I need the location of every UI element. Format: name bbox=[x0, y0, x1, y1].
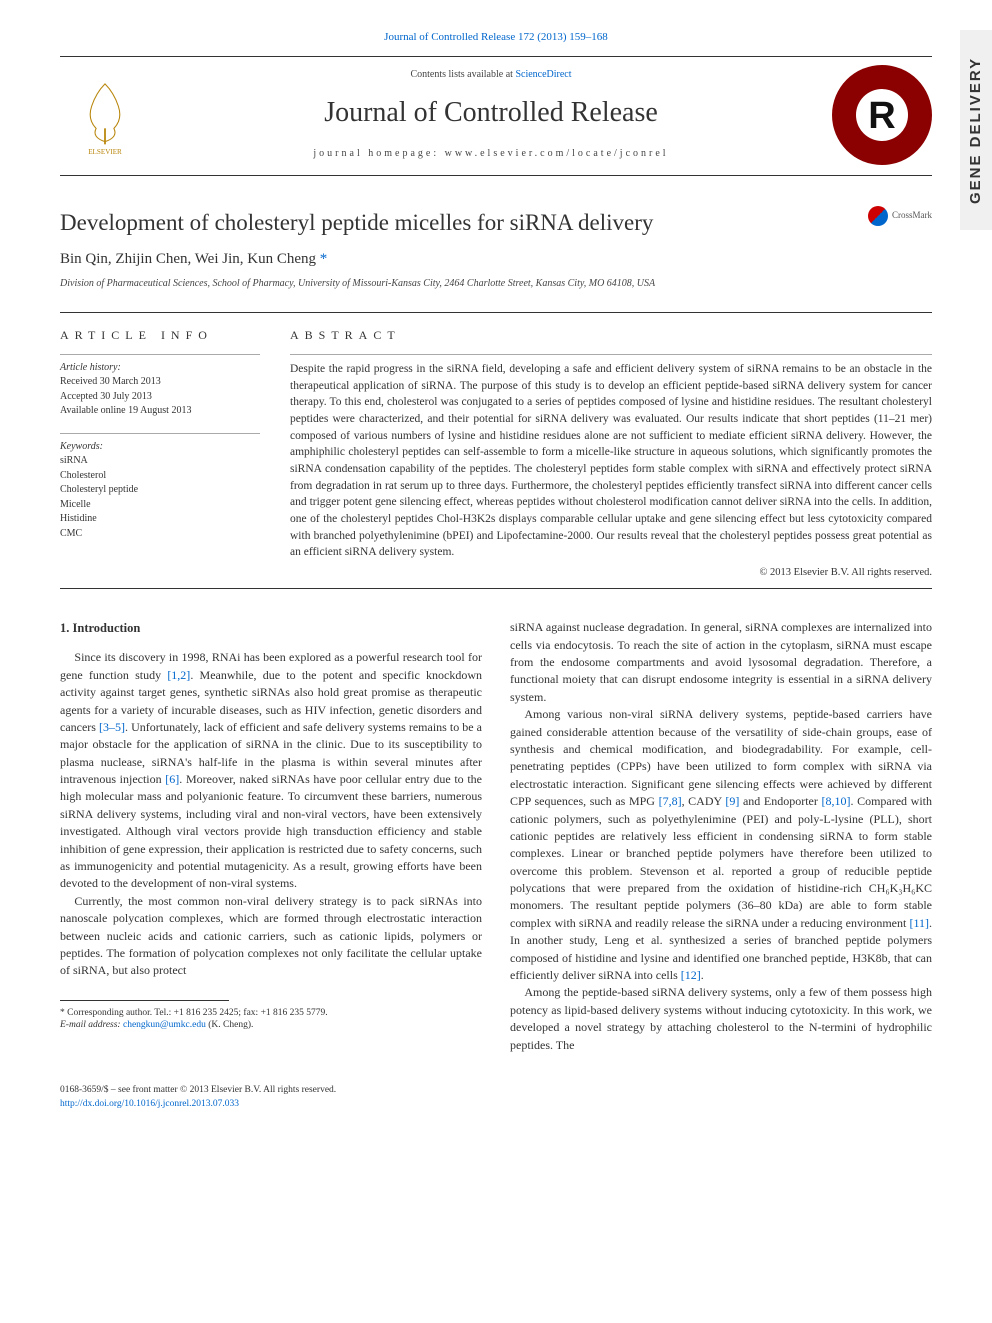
keywords-block: Keywords: siRNA Cholesterol Cholesteryl … bbox=[60, 433, 260, 542]
article-title: Development of cholesteryl peptide micel… bbox=[60, 206, 653, 239]
info-abstract-row: ARTICLE INFO Article history: Received 3… bbox=[60, 312, 932, 581]
text-run: and Endoporter bbox=[739, 794, 821, 808]
article-info-heading: ARTICLE INFO bbox=[60, 327, 260, 344]
release-r-icon: R bbox=[847, 80, 917, 150]
journal-title: Journal of Controlled Release bbox=[150, 93, 832, 134]
citation-link[interactable]: [7,8] bbox=[659, 794, 682, 808]
journal-ref-link[interactable]: Journal of Controlled Release 172 (2013)… bbox=[384, 31, 608, 43]
citation-link[interactable]: [8,10] bbox=[821, 794, 850, 808]
citation-link[interactable]: [12] bbox=[681, 968, 701, 982]
text-run: . bbox=[701, 968, 704, 982]
journal-cover-logo: R bbox=[832, 65, 932, 165]
authors-text: Bin Qin, Zhijin Chen, Wei Jin, Kun Cheng bbox=[60, 251, 320, 267]
email-suffix: (K. Cheng). bbox=[206, 1020, 254, 1030]
body-paragraph: siRNA against nuclease degradation. In g… bbox=[510, 619, 932, 706]
journal-homepage: journal homepage: www.elsevier.com/locat… bbox=[150, 147, 832, 162]
sciencedirect-link[interactable]: ScienceDirect bbox=[515, 69, 571, 80]
keyword-item: Histidine bbox=[60, 512, 260, 527]
footer-left: 0168-3659/$ – see front matter © 2013 El… bbox=[60, 1084, 336, 1112]
body-two-column: 1. Introduction Since its discovery in 1… bbox=[60, 619, 932, 1054]
keyword-item: Micelle bbox=[60, 498, 260, 513]
citation-link[interactable]: [11] bbox=[909, 916, 929, 930]
contents-line: Contents lists available at ScienceDirec… bbox=[150, 68, 832, 83]
body-paragraph: Among the peptide-based siRNA delivery s… bbox=[510, 984, 932, 1054]
authors-line: Bin Qin, Zhijin Chen, Wei Jin, Kun Cheng… bbox=[60, 249, 932, 271]
contents-prefix: Contents lists available at bbox=[410, 69, 515, 80]
text-run: . Compared with cationic polymers, such … bbox=[510, 794, 932, 930]
email-link[interactable]: chengkun@umkc.edu bbox=[123, 1020, 206, 1030]
section-divider bbox=[60, 588, 932, 589]
page-footer: 0168-3659/$ – see front matter © 2013 El… bbox=[60, 1084, 932, 1112]
history-label: Article history: bbox=[60, 361, 260, 376]
body-paragraph: Currently, the most common non-viral del… bbox=[60, 893, 482, 980]
section-1-heading: 1. Introduction bbox=[60, 619, 482, 637]
history-received: Received 30 March 2013 bbox=[60, 375, 260, 390]
corresponding-author-footnote: * Corresponding author. Tel.: +1 816 235… bbox=[60, 1007, 482, 1019]
history-accepted: Accepted 30 July 2013 bbox=[60, 390, 260, 405]
elsevier-logo: ELSEVIER bbox=[60, 70, 150, 160]
side-tab-gene-delivery: GENE DELIVERY bbox=[960, 30, 992, 230]
keyword-item: CMC bbox=[60, 527, 260, 542]
article-info-column: ARTICLE INFO Article history: Received 3… bbox=[60, 327, 260, 581]
text-run: , CADY bbox=[682, 794, 726, 808]
elsevier-tree-icon: ELSEVIER bbox=[65, 75, 145, 155]
abstract-heading: ABSTRACT bbox=[290, 327, 932, 344]
corresponding-mark[interactable]: * bbox=[320, 251, 328, 267]
crossmark-icon bbox=[868, 206, 888, 226]
elsevier-text: ELSEVIER bbox=[88, 148, 122, 155]
crossmark-label: CrossMark bbox=[892, 209, 932, 222]
affiliation: Division of Pharmaceutical Sciences, Sch… bbox=[60, 277, 932, 292]
citation-link[interactable]: [6] bbox=[165, 772, 179, 786]
keywords-label: Keywords: bbox=[60, 440, 260, 455]
keyword-item: siRNA bbox=[60, 454, 260, 469]
citation-link[interactable]: [9] bbox=[725, 794, 739, 808]
journal-header: ELSEVIER Contents lists available at Sci… bbox=[60, 56, 932, 176]
body-paragraph: Among various non-viral siRNA delivery s… bbox=[510, 706, 932, 984]
svg-text:R: R bbox=[868, 95, 895, 137]
keyword-item: Cholesteryl peptide bbox=[60, 483, 260, 498]
abstract-column: ABSTRACT Despite the rapid progress in t… bbox=[290, 327, 932, 581]
footer-copyright: 0168-3659/$ – see front matter © 2013 El… bbox=[60, 1084, 336, 1098]
title-row: Development of cholesteryl peptide micel… bbox=[60, 206, 932, 239]
text-run: Among various non-viral siRNA delivery s… bbox=[510, 707, 932, 808]
history-online: Available online 19 August 2013 bbox=[60, 404, 260, 419]
body-paragraph: Since its discovery in 1998, RNAi has be… bbox=[60, 649, 482, 892]
article-history-block: Article history: Received 30 March 2013 … bbox=[60, 354, 260, 419]
abstract-copyright: © 2013 Elsevier B.V. All rights reserved… bbox=[290, 565, 932, 580]
keyword-item: Cholesterol bbox=[60, 469, 260, 484]
doi-link[interactable]: http://dx.doi.org/10.1016/j.jconrel.2013… bbox=[60, 1099, 239, 1109]
journal-reference-line: Journal of Controlled Release 172 (2013)… bbox=[60, 30, 932, 46]
page-container: Journal of Controlled Release 172 (2013)… bbox=[0, 0, 992, 1142]
text-run: . Moreover, naked siRNAs have poor cellu… bbox=[60, 772, 482, 890]
citation-link[interactable]: [3–5] bbox=[99, 720, 125, 734]
footnote-separator bbox=[60, 1000, 229, 1001]
citation-link[interactable]: [1,2] bbox=[167, 668, 190, 682]
header-center: Contents lists available at ScienceDirec… bbox=[150, 68, 832, 162]
crossmark-badge[interactable]: CrossMark bbox=[868, 206, 932, 226]
email-label: E-mail address: bbox=[60, 1020, 123, 1030]
email-footnote: E-mail address: chengkun@umkc.edu (K. Ch… bbox=[60, 1019, 482, 1031]
abstract-text: Despite the rapid progress in the siRNA … bbox=[290, 354, 932, 561]
